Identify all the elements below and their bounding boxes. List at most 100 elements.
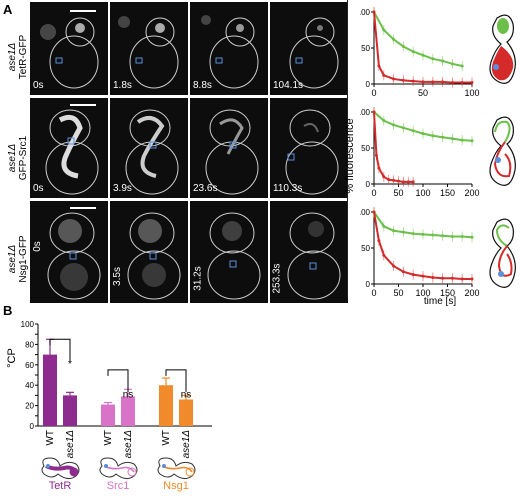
- row-label-2-strain: ase1Δ: [7, 143, 18, 173]
- group-label-nsg1: Nsg1: [163, 480, 189, 492]
- schematic-tetr: [487, 10, 519, 90]
- micrograph-row2-t4: 110.3s: [270, 98, 348, 198]
- y-tick-label: 0: [30, 422, 35, 431]
- x-tick-label: 100: [415, 288, 430, 298]
- x-tick-label: 50: [418, 88, 428, 98]
- data-point: [401, 270, 405, 274]
- data-point: [450, 81, 454, 85]
- cell-schematic-icon: [489, 218, 516, 288]
- bar: [43, 354, 57, 426]
- scale-bar: [70, 10, 96, 12]
- scale-bar: [70, 104, 96, 106]
- data-point: [392, 178, 396, 182]
- time-label: 3.9s: [113, 183, 132, 194]
- bar-category-label: WT: [161, 430, 172, 446]
- time-label: 3.5s: [111, 267, 123, 286]
- data-point: [377, 239, 381, 243]
- y-tick-label: 20: [25, 402, 34, 411]
- data-point: [397, 179, 400, 183]
- bar-category-label: WT: [103, 430, 114, 446]
- row-label-2: ase1Δ GFP-Src1: [7, 128, 29, 188]
- y-tick-label: 100: [360, 8, 371, 17]
- data-point: [421, 53, 425, 57]
- data-point: [411, 273, 415, 277]
- cell-blob: [69, 467, 79, 477]
- time-label: 23.6s: [193, 183, 218, 194]
- y-tick-label: 0: [366, 180, 371, 189]
- group-label-tetr: TetR: [48, 480, 72, 492]
- panel-b-letter: B: [3, 303, 13, 318]
- cell-schematic-icon: [489, 14, 516, 84]
- x-tick-label: 150: [440, 288, 455, 298]
- schematic-src1: [487, 112, 519, 192]
- data-point: [387, 178, 391, 182]
- bar-chart: 0 20 40 60 80 100 WT ase1Δ WT ase1Δ WT ase1Δ * ns ns: [16, 318, 216, 497]
- series-line-red: [373, 11, 472, 84]
- bar-category-label: ase1Δ: [181, 430, 192, 459]
- data-point: [372, 10, 376, 14]
- y-tick-label: 60: [25, 361, 34, 370]
- data-point: [431, 233, 435, 237]
- data-point: [382, 224, 386, 228]
- group-schematic-icon: [41, 457, 80, 480]
- data-point: [470, 139, 474, 143]
- significance-label: ns: [123, 389, 134, 400]
- x-tick-label: 100: [464, 88, 479, 98]
- cell-outline: [157, 457, 196, 480]
- row-label-3-strain: ase1Δ: [7, 244, 18, 274]
- scale-bar: [70, 207, 96, 209]
- data-point: [392, 37, 396, 41]
- series-line-red: [373, 211, 472, 280]
- cell-blob: [127, 467, 137, 477]
- bar: [179, 399, 193, 426]
- micrograph-row3-t2: 3.5s: [110, 201, 188, 303]
- decay-chart-3-svg: 0 50 100 0 50 100 150 200: [357, 207, 480, 298]
- micrograph-row1-t4: 104.1s: [270, 2, 348, 95]
- data-point: [421, 274, 425, 278]
- y-tick-label: 100: [21, 320, 35, 329]
- x-tick-label: 0: [371, 288, 376, 298]
- cell-outline: [99, 457, 138, 480]
- bar: [63, 395, 77, 426]
- data-point: [460, 277, 464, 281]
- cell-blob: [185, 467, 195, 477]
- y-tick-label: 100: [360, 208, 371, 217]
- data-point: [382, 175, 386, 179]
- cell-tube: [161, 465, 193, 473]
- data-point: [401, 180, 405, 184]
- divider-line: [347, 0, 348, 298]
- x-tick-label: 200: [464, 188, 479, 198]
- time-label: 0s: [33, 80, 44, 91]
- data-point: [382, 253, 386, 257]
- micrograph-row1-t3: 8.8s: [190, 2, 268, 95]
- data-point: [421, 132, 425, 136]
- data-point: [406, 180, 410, 184]
- data-point: [470, 235, 474, 239]
- data-point: [431, 57, 435, 61]
- bar-category-label: WT: [45, 430, 56, 446]
- group-schematic-icon: [99, 457, 138, 480]
- data-point: [382, 73, 386, 77]
- data-point: [470, 81, 474, 85]
- x-tick-label: 50: [393, 288, 403, 298]
- data-point: [377, 166, 381, 170]
- micrograph-row2-t1: 0s: [30, 98, 108, 198]
- data-point: [411, 50, 415, 54]
- data-point: [441, 276, 445, 280]
- data-point: [431, 276, 435, 280]
- y-tick-label: 40: [25, 381, 34, 390]
- micrograph-row2-t3: 23.6s: [190, 98, 268, 198]
- y-tick-label: 50: [361, 144, 370, 153]
- row-label-3: ase1Δ Nsg1-GFP: [7, 229, 29, 289]
- panel-a-letter: A: [3, 2, 13, 17]
- decay-chart-1-svg: 0 50 100 0 50 100: [357, 7, 480, 98]
- data-point: [450, 62, 454, 66]
- data-point: [377, 64, 381, 68]
- y-tick-label: 0: [366, 280, 371, 289]
- data-point: [441, 234, 445, 238]
- row-label-1: ase1Δ TetR-GFP: [7, 27, 29, 87]
- time-label: 0s: [31, 241, 43, 252]
- data-point: [392, 77, 396, 81]
- cell-spot: [104, 464, 108, 468]
- bar-category-label: ase1Δ: [123, 430, 134, 459]
